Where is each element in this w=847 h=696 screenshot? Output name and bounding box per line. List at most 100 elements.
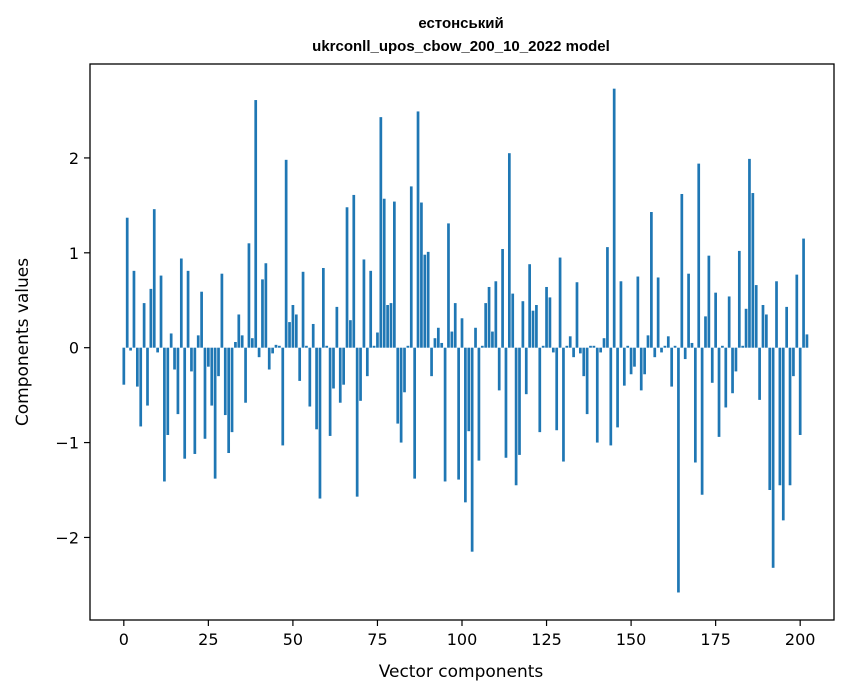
bar-119 bbox=[524, 347, 528, 395]
bar-124 bbox=[541, 345, 545, 348]
bar-200 bbox=[798, 347, 802, 435]
bar-77 bbox=[382, 198, 386, 348]
bar-90 bbox=[426, 251, 430, 348]
bar-40 bbox=[257, 347, 261, 358]
bar-38 bbox=[250, 338, 254, 348]
bar-163 bbox=[673, 345, 677, 348]
bar-95 bbox=[443, 347, 447, 482]
bar-152 bbox=[636, 276, 640, 348]
bar-104 bbox=[474, 327, 477, 348]
bar-45 bbox=[274, 344, 278, 348]
bar-35 bbox=[240, 335, 244, 348]
bar-199 bbox=[795, 274, 799, 348]
bar-105 bbox=[477, 347, 481, 461]
bar-192 bbox=[771, 347, 775, 568]
bar-87 bbox=[416, 111, 420, 348]
bar-103 bbox=[470, 347, 474, 552]
bar-127 bbox=[551, 347, 555, 353]
bar-176 bbox=[717, 347, 721, 437]
bar-146 bbox=[616, 347, 619, 428]
bar-49 bbox=[288, 322, 291, 348]
bar-30 bbox=[223, 347, 227, 416]
bar-94 bbox=[440, 342, 444, 348]
bar-47 bbox=[281, 347, 285, 446]
bar-189 bbox=[761, 305, 765, 348]
bar-128 bbox=[555, 347, 559, 431]
bar-13 bbox=[166, 347, 170, 435]
bar-56 bbox=[311, 323, 315, 348]
bar-184 bbox=[744, 308, 748, 348]
bar-147 bbox=[619, 281, 623, 348]
bar-188 bbox=[758, 347, 761, 400]
bar-26 bbox=[210, 347, 214, 406]
bar-195 bbox=[781, 347, 785, 521]
x-tick-label-175: 175 bbox=[700, 630, 731, 649]
bar-21 bbox=[193, 347, 197, 454]
bar-67 bbox=[349, 320, 352, 348]
bar-130 bbox=[562, 347, 565, 462]
bar-196 bbox=[785, 306, 789, 348]
x-tick-label-75: 75 bbox=[367, 630, 387, 649]
bar-178 bbox=[724, 347, 728, 408]
bar-143 bbox=[606, 247, 609, 348]
bar-54 bbox=[305, 345, 308, 348]
bar-129 bbox=[558, 257, 562, 348]
bar-59 bbox=[321, 267, 325, 348]
bar-74 bbox=[372, 345, 376, 348]
x-tick-label-25: 25 bbox=[198, 630, 218, 649]
bar-70 bbox=[359, 347, 362, 401]
bar-55 bbox=[308, 347, 312, 407]
bar-122 bbox=[535, 305, 538, 348]
bar-172 bbox=[704, 316, 707, 348]
bar-85 bbox=[409, 186, 413, 348]
bar-108 bbox=[487, 286, 491, 348]
bar-86 bbox=[413, 347, 417, 479]
x-tick-label-0: 0 bbox=[119, 630, 129, 649]
bar-175 bbox=[714, 292, 717, 348]
bar-27 bbox=[213, 347, 217, 479]
bar-134 bbox=[575, 282, 579, 348]
bar-158 bbox=[656, 277, 660, 348]
bar-58 bbox=[318, 347, 322, 499]
bar-197 bbox=[788, 347, 792, 486]
bar-66 bbox=[345, 207, 349, 348]
bar-131 bbox=[565, 345, 569, 348]
bar-60 bbox=[325, 345, 329, 348]
x-tick-label-150: 150 bbox=[616, 630, 647, 649]
bar-52 bbox=[298, 347, 302, 381]
bar-201 bbox=[802, 238, 805, 348]
bar-187 bbox=[754, 285, 758, 348]
bar-23 bbox=[200, 291, 203, 348]
bar-117 bbox=[518, 347, 521, 455]
bar-173 bbox=[707, 255, 711, 348]
bar-41 bbox=[261, 279, 264, 348]
bar-46 bbox=[278, 345, 281, 348]
bar-43 bbox=[267, 347, 271, 370]
bar-34 bbox=[237, 314, 241, 348]
bar-150 bbox=[629, 347, 633, 375]
bar-1 bbox=[125, 217, 129, 348]
bar-91 bbox=[430, 347, 433, 377]
bar-142 bbox=[602, 338, 606, 348]
bar-116 bbox=[514, 347, 518, 486]
bar-180 bbox=[731, 347, 734, 394]
bar-144 bbox=[609, 347, 613, 446]
bar-113 bbox=[504, 347, 508, 458]
bar-44 bbox=[271, 347, 274, 354]
bar-37 bbox=[247, 243, 251, 348]
bar-11 bbox=[159, 275, 163, 348]
bar-18 bbox=[183, 347, 187, 459]
bar-138 bbox=[589, 345, 592, 348]
bar-167 bbox=[687, 273, 690, 348]
bar-109 bbox=[491, 331, 494, 348]
bar-194 bbox=[778, 347, 782, 486]
bar-62 bbox=[332, 347, 335, 389]
bar-139 bbox=[592, 345, 596, 348]
bar-100 bbox=[460, 318, 464, 348]
bar-82 bbox=[399, 347, 403, 443]
bar-88 bbox=[420, 202, 423, 348]
chart-title-line1: естонський bbox=[418, 15, 503, 32]
bar-141 bbox=[599, 347, 603, 353]
y-tick-label-2: 2 bbox=[69, 149, 79, 168]
bar-31 bbox=[227, 347, 231, 454]
